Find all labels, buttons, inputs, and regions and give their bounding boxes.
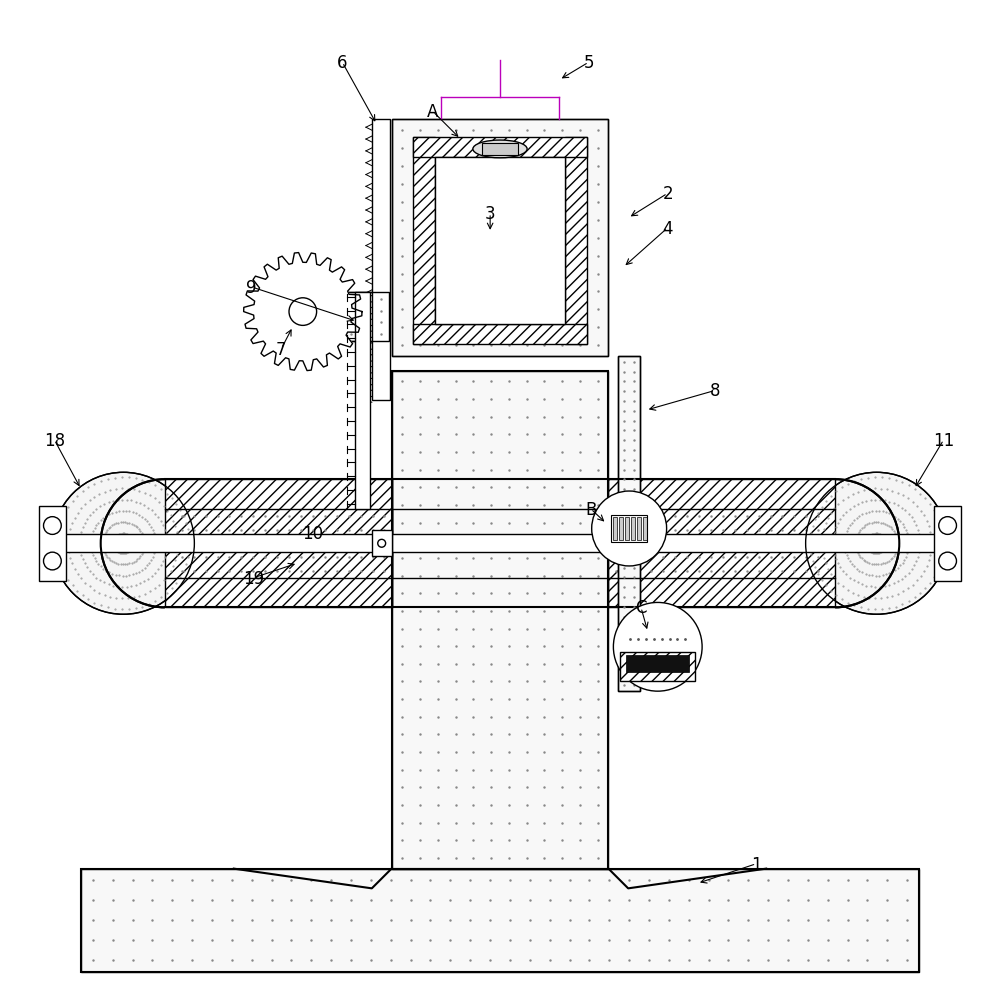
Text: 1: 1 bbox=[751, 855, 762, 873]
Bar bbox=[81, 869, 919, 972]
Text: 8: 8 bbox=[710, 382, 720, 400]
Bar bbox=[643, 517, 647, 540]
Bar bbox=[618, 357, 640, 691]
Bar bbox=[372, 530, 392, 556]
Bar bbox=[372, 120, 390, 401]
Bar bbox=[355, 293, 370, 509]
Bar bbox=[344, 293, 389, 342]
Text: 5: 5 bbox=[583, 54, 594, 72]
Bar bbox=[413, 138, 435, 345]
Bar bbox=[165, 480, 392, 607]
Circle shape bbox=[592, 492, 667, 566]
Text: 7: 7 bbox=[276, 341, 286, 359]
Text: A: A bbox=[427, 104, 439, 121]
Bar bbox=[175, 509, 392, 578]
Bar bbox=[934, 506, 961, 581]
Polygon shape bbox=[244, 253, 362, 371]
Circle shape bbox=[614, 539, 622, 547]
Text: 3: 3 bbox=[485, 205, 495, 223]
Text: 2: 2 bbox=[662, 185, 673, 203]
Circle shape bbox=[806, 473, 948, 614]
Text: 10: 10 bbox=[302, 525, 323, 543]
Text: C: C bbox=[635, 599, 647, 616]
Bar bbox=[392, 120, 608, 357]
Circle shape bbox=[378, 539, 386, 547]
Bar bbox=[413, 138, 587, 158]
Text: 4: 4 bbox=[662, 220, 673, 238]
Bar bbox=[631, 517, 635, 540]
Bar bbox=[565, 138, 587, 345]
Circle shape bbox=[939, 552, 956, 570]
Bar bbox=[392, 372, 608, 869]
Bar bbox=[392, 372, 608, 869]
Circle shape bbox=[773, 482, 897, 605]
Bar bbox=[611, 515, 647, 542]
Bar bbox=[413, 325, 587, 345]
Bar bbox=[608, 530, 628, 556]
Circle shape bbox=[289, 299, 317, 326]
Bar bbox=[626, 655, 689, 672]
Text: 18: 18 bbox=[44, 431, 65, 450]
Circle shape bbox=[44, 517, 61, 534]
Bar bbox=[81, 869, 919, 972]
Bar bbox=[344, 293, 389, 342]
Bar bbox=[625, 517, 629, 540]
Text: 9: 9 bbox=[246, 279, 257, 297]
Bar bbox=[637, 517, 641, 540]
Circle shape bbox=[939, 517, 956, 534]
Circle shape bbox=[44, 552, 61, 570]
Bar bbox=[392, 120, 608, 357]
Text: 19: 19 bbox=[243, 569, 264, 588]
Circle shape bbox=[103, 482, 227, 605]
Bar bbox=[613, 517, 617, 540]
Bar bbox=[42, 534, 944, 552]
Text: B: B bbox=[585, 500, 596, 519]
Bar bbox=[482, 144, 518, 156]
Text: 11: 11 bbox=[933, 431, 954, 450]
Bar bbox=[608, 480, 835, 607]
Bar bbox=[39, 506, 66, 581]
Bar bbox=[620, 652, 695, 681]
Circle shape bbox=[613, 602, 702, 691]
Bar bbox=[619, 517, 623, 540]
Bar bbox=[608, 509, 825, 578]
Ellipse shape bbox=[473, 141, 527, 159]
Bar bbox=[618, 357, 640, 691]
Bar bbox=[435, 158, 565, 325]
Circle shape bbox=[52, 473, 194, 614]
Text: 6: 6 bbox=[337, 54, 348, 72]
